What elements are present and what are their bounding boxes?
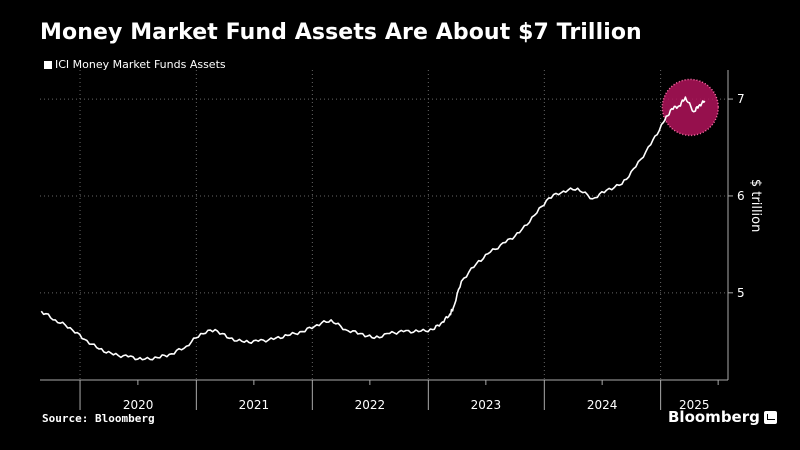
data-point [84, 339, 85, 340]
data-point [229, 338, 230, 339]
data-point [200, 333, 201, 334]
data-point [316, 324, 317, 325]
y-axis-label: $ trillion [748, 179, 763, 233]
highlight-circle [661, 78, 720, 137]
x-tick-label: 2023 [471, 398, 502, 412]
data-point [650, 144, 651, 145]
x-tick-label: 2021 [239, 398, 270, 412]
data-point [685, 97, 686, 98]
data-point [389, 333, 390, 334]
legend-label: ICI Money Market Funds Assets [55, 58, 226, 71]
data-point [302, 331, 303, 332]
data-point [142, 359, 143, 360]
data-point [330, 319, 331, 320]
data-point [273, 339, 274, 340]
data-point [704, 100, 705, 101]
data-point [70, 327, 71, 328]
chart-title: Money Market Fund Assets Are About $7 Tr… [40, 20, 642, 45]
bloomberg-terminal-icon [763, 410, 777, 424]
data-point [113, 354, 114, 355]
data-point [345, 329, 346, 330]
data-point [55, 319, 56, 320]
data-point [592, 198, 593, 199]
data-point [505, 242, 506, 243]
x-tick-label: 2022 [355, 398, 386, 412]
data-point [157, 357, 158, 358]
data-point [635, 166, 636, 167]
data-point [663, 122, 664, 123]
data-point [679, 105, 680, 106]
data-point [99, 348, 100, 349]
data-point [534, 215, 535, 216]
data-point [360, 333, 361, 334]
data-point [171, 353, 172, 354]
data-point [548, 197, 549, 198]
y-tick-label: 7 [737, 92, 745, 106]
legend: ICI Money Market Funds Assets [44, 58, 226, 71]
data-point [563, 190, 564, 191]
data-point [671, 108, 672, 109]
data-point [621, 184, 622, 185]
x-tick-label: 2020 [123, 398, 154, 412]
data-point [258, 341, 259, 342]
x-tick-label: 2024 [587, 398, 618, 412]
brand-text: Bloomberg [668, 408, 760, 426]
y-tick-label: 5 [737, 286, 745, 300]
data-point [476, 263, 477, 264]
legend-swatch [44, 60, 52, 69]
data-point [698, 105, 699, 106]
data-point [519, 232, 520, 233]
x-tick-label: 2025 [679, 398, 710, 412]
data-point [442, 321, 443, 322]
data-point [418, 331, 419, 332]
data-point [577, 188, 578, 189]
data-point [128, 356, 129, 357]
data-point [693, 111, 694, 112]
data-point [244, 342, 245, 343]
data-point [214, 329, 215, 330]
source-note: Source: Bloomberg [42, 412, 155, 425]
data-point [403, 331, 404, 332]
y-tick-label: 6 [737, 189, 745, 203]
data-point [490, 252, 491, 253]
data-point [41, 311, 42, 312]
data-point [432, 329, 433, 330]
series-line-mmf-assets [40, 96, 706, 361]
data-point [186, 345, 187, 346]
bloomberg-logo: Bloomberg [668, 408, 777, 426]
data-point [287, 335, 288, 336]
data-point [606, 190, 607, 191]
data-point [461, 281, 462, 282]
data-point [449, 314, 450, 315]
data-point [453, 308, 454, 309]
data-point [374, 338, 375, 339]
